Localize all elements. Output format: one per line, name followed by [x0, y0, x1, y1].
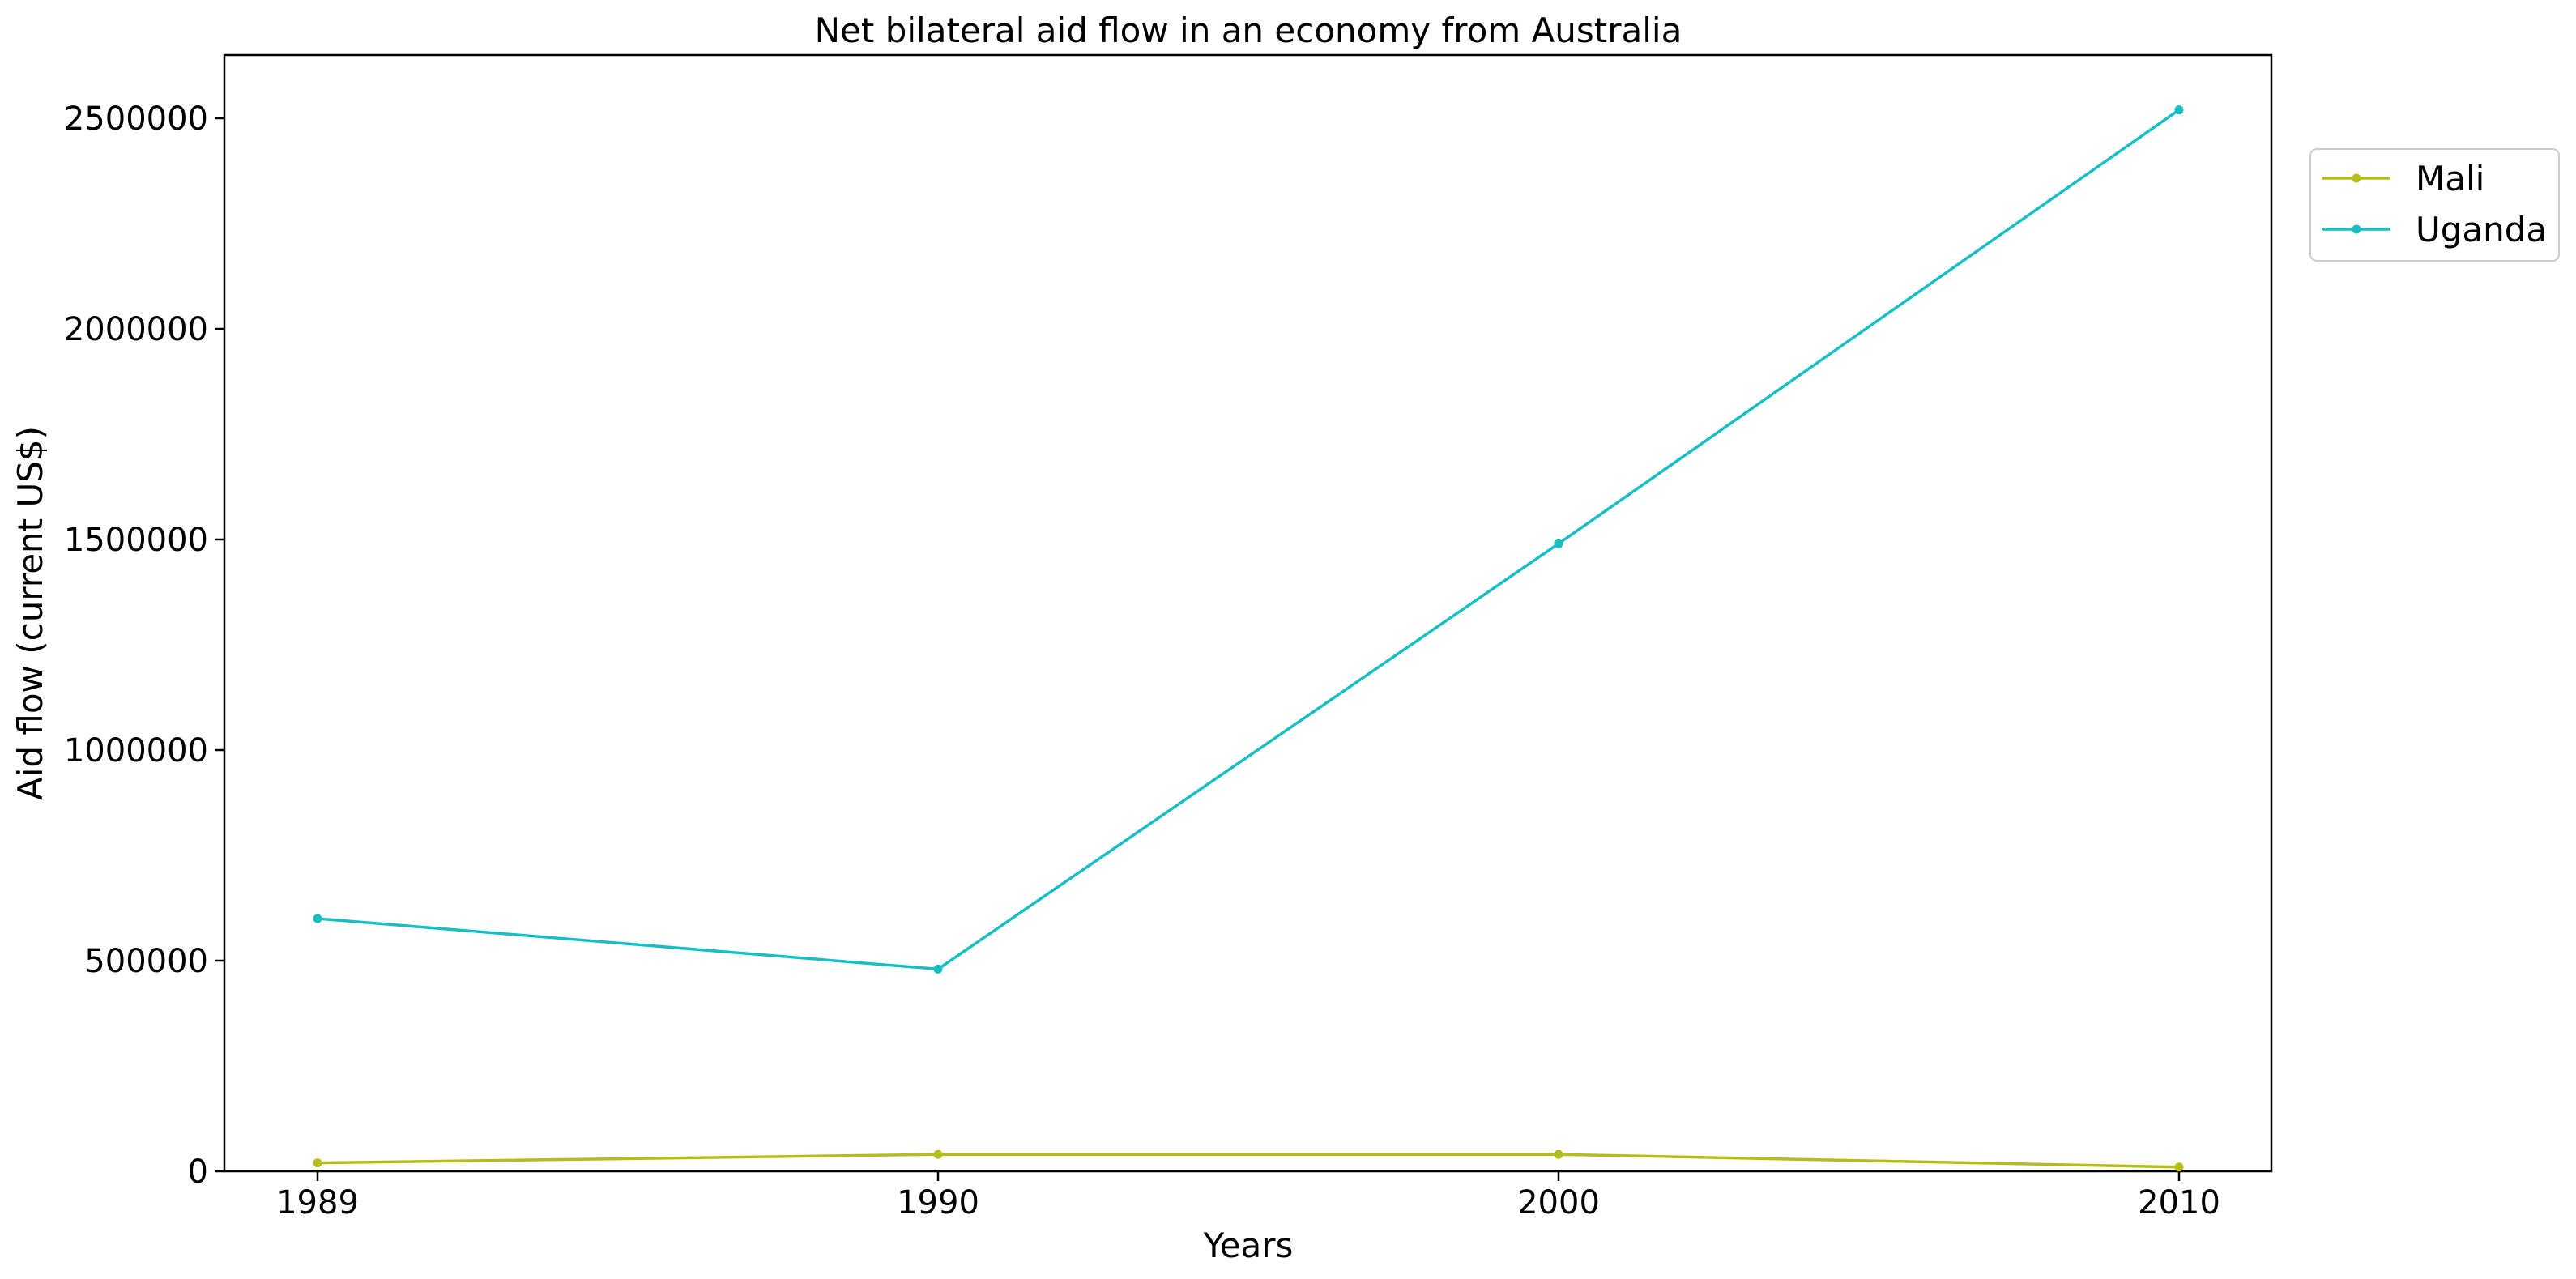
legend: Mali Uganda — [2309, 148, 2560, 262]
y-tick-label: 500000 — [84, 943, 208, 980]
x-tick-label: 1989 — [276, 1184, 359, 1221]
y-tick-label: 0 — [188, 1153, 208, 1191]
data-point-uganda — [313, 914, 322, 923]
y-tick-label: 1000000 — [64, 732, 208, 770]
data-point-uganda — [2174, 105, 2184, 115]
data-point-mali — [933, 1149, 943, 1159]
plot-area — [223, 53, 2273, 1173]
legend-marker-uganda — [2352, 224, 2361, 234]
series-line-mali — [317, 1153, 2180, 1169]
chart-title: Net bilateral aid flow in an economy fro… — [815, 11, 1683, 50]
y-tick-label: 2000000 — [64, 311, 208, 348]
x-tick-label: 2000 — [1517, 1184, 1600, 1221]
legend-marker-mali — [2352, 173, 2361, 183]
x-tick-label: 2010 — [2138, 1184, 2220, 1221]
data-point-mali — [313, 1158, 322, 1168]
y-axis: 0 500000 1000000 1500000 2000000 2500000 — [64, 100, 224, 1191]
y-tick-label: 1500000 — [64, 522, 208, 559]
y-tick-label: 2500000 — [64, 100, 208, 138]
legend-label-uganda: Uganda — [2416, 210, 2547, 249]
x-tick-label: 1990 — [897, 1184, 979, 1221]
data-point-mali — [2174, 1162, 2184, 1172]
x-axis: 1989 1990 2000 2010 — [276, 1171, 2220, 1221]
series-line-uganda — [317, 109, 2181, 971]
data-point-uganda — [1554, 539, 1563, 548]
data-point-uganda — [933, 964, 943, 974]
series-layer — [313, 105, 2184, 1172]
x-axis-label: Years — [1203, 1226, 1294, 1265]
data-point-mali — [1554, 1149, 1563, 1159]
y-axis-label: Aid flow (current US$) — [11, 426, 50, 800]
legend-label-mali: Mali — [2416, 159, 2484, 198]
